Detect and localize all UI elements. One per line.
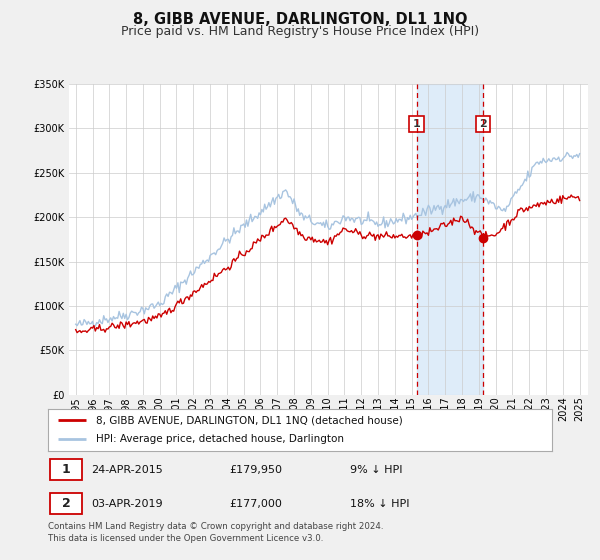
Text: 1: 1 <box>413 119 421 129</box>
Text: 03-APR-2019: 03-APR-2019 <box>91 499 163 509</box>
Bar <box>416 84 483 395</box>
FancyBboxPatch shape <box>50 493 82 515</box>
Text: Price paid vs. HM Land Registry's House Price Index (HPI): Price paid vs. HM Land Registry's House … <box>121 25 479 38</box>
Text: Contains HM Land Registry data © Crown copyright and database right 2024.
This d: Contains HM Land Registry data © Crown c… <box>48 522 383 543</box>
Text: £179,950: £179,950 <box>229 465 283 475</box>
Text: 2: 2 <box>62 497 70 510</box>
FancyBboxPatch shape <box>50 459 82 480</box>
Text: 1: 1 <box>62 463 70 476</box>
Text: 24-APR-2015: 24-APR-2015 <box>91 465 163 475</box>
Text: HPI: Average price, detached house, Darlington: HPI: Average price, detached house, Darl… <box>96 435 344 445</box>
Text: 18% ↓ HPI: 18% ↓ HPI <box>350 499 410 509</box>
Text: 8, GIBB AVENUE, DARLINGTON, DL1 1NQ (detached house): 8, GIBB AVENUE, DARLINGTON, DL1 1NQ (det… <box>96 415 403 425</box>
Text: 8, GIBB AVENUE, DARLINGTON, DL1 1NQ: 8, GIBB AVENUE, DARLINGTON, DL1 1NQ <box>133 12 467 27</box>
Text: 9% ↓ HPI: 9% ↓ HPI <box>350 465 403 475</box>
Text: 2: 2 <box>479 119 487 129</box>
Text: £177,000: £177,000 <box>229 499 283 509</box>
